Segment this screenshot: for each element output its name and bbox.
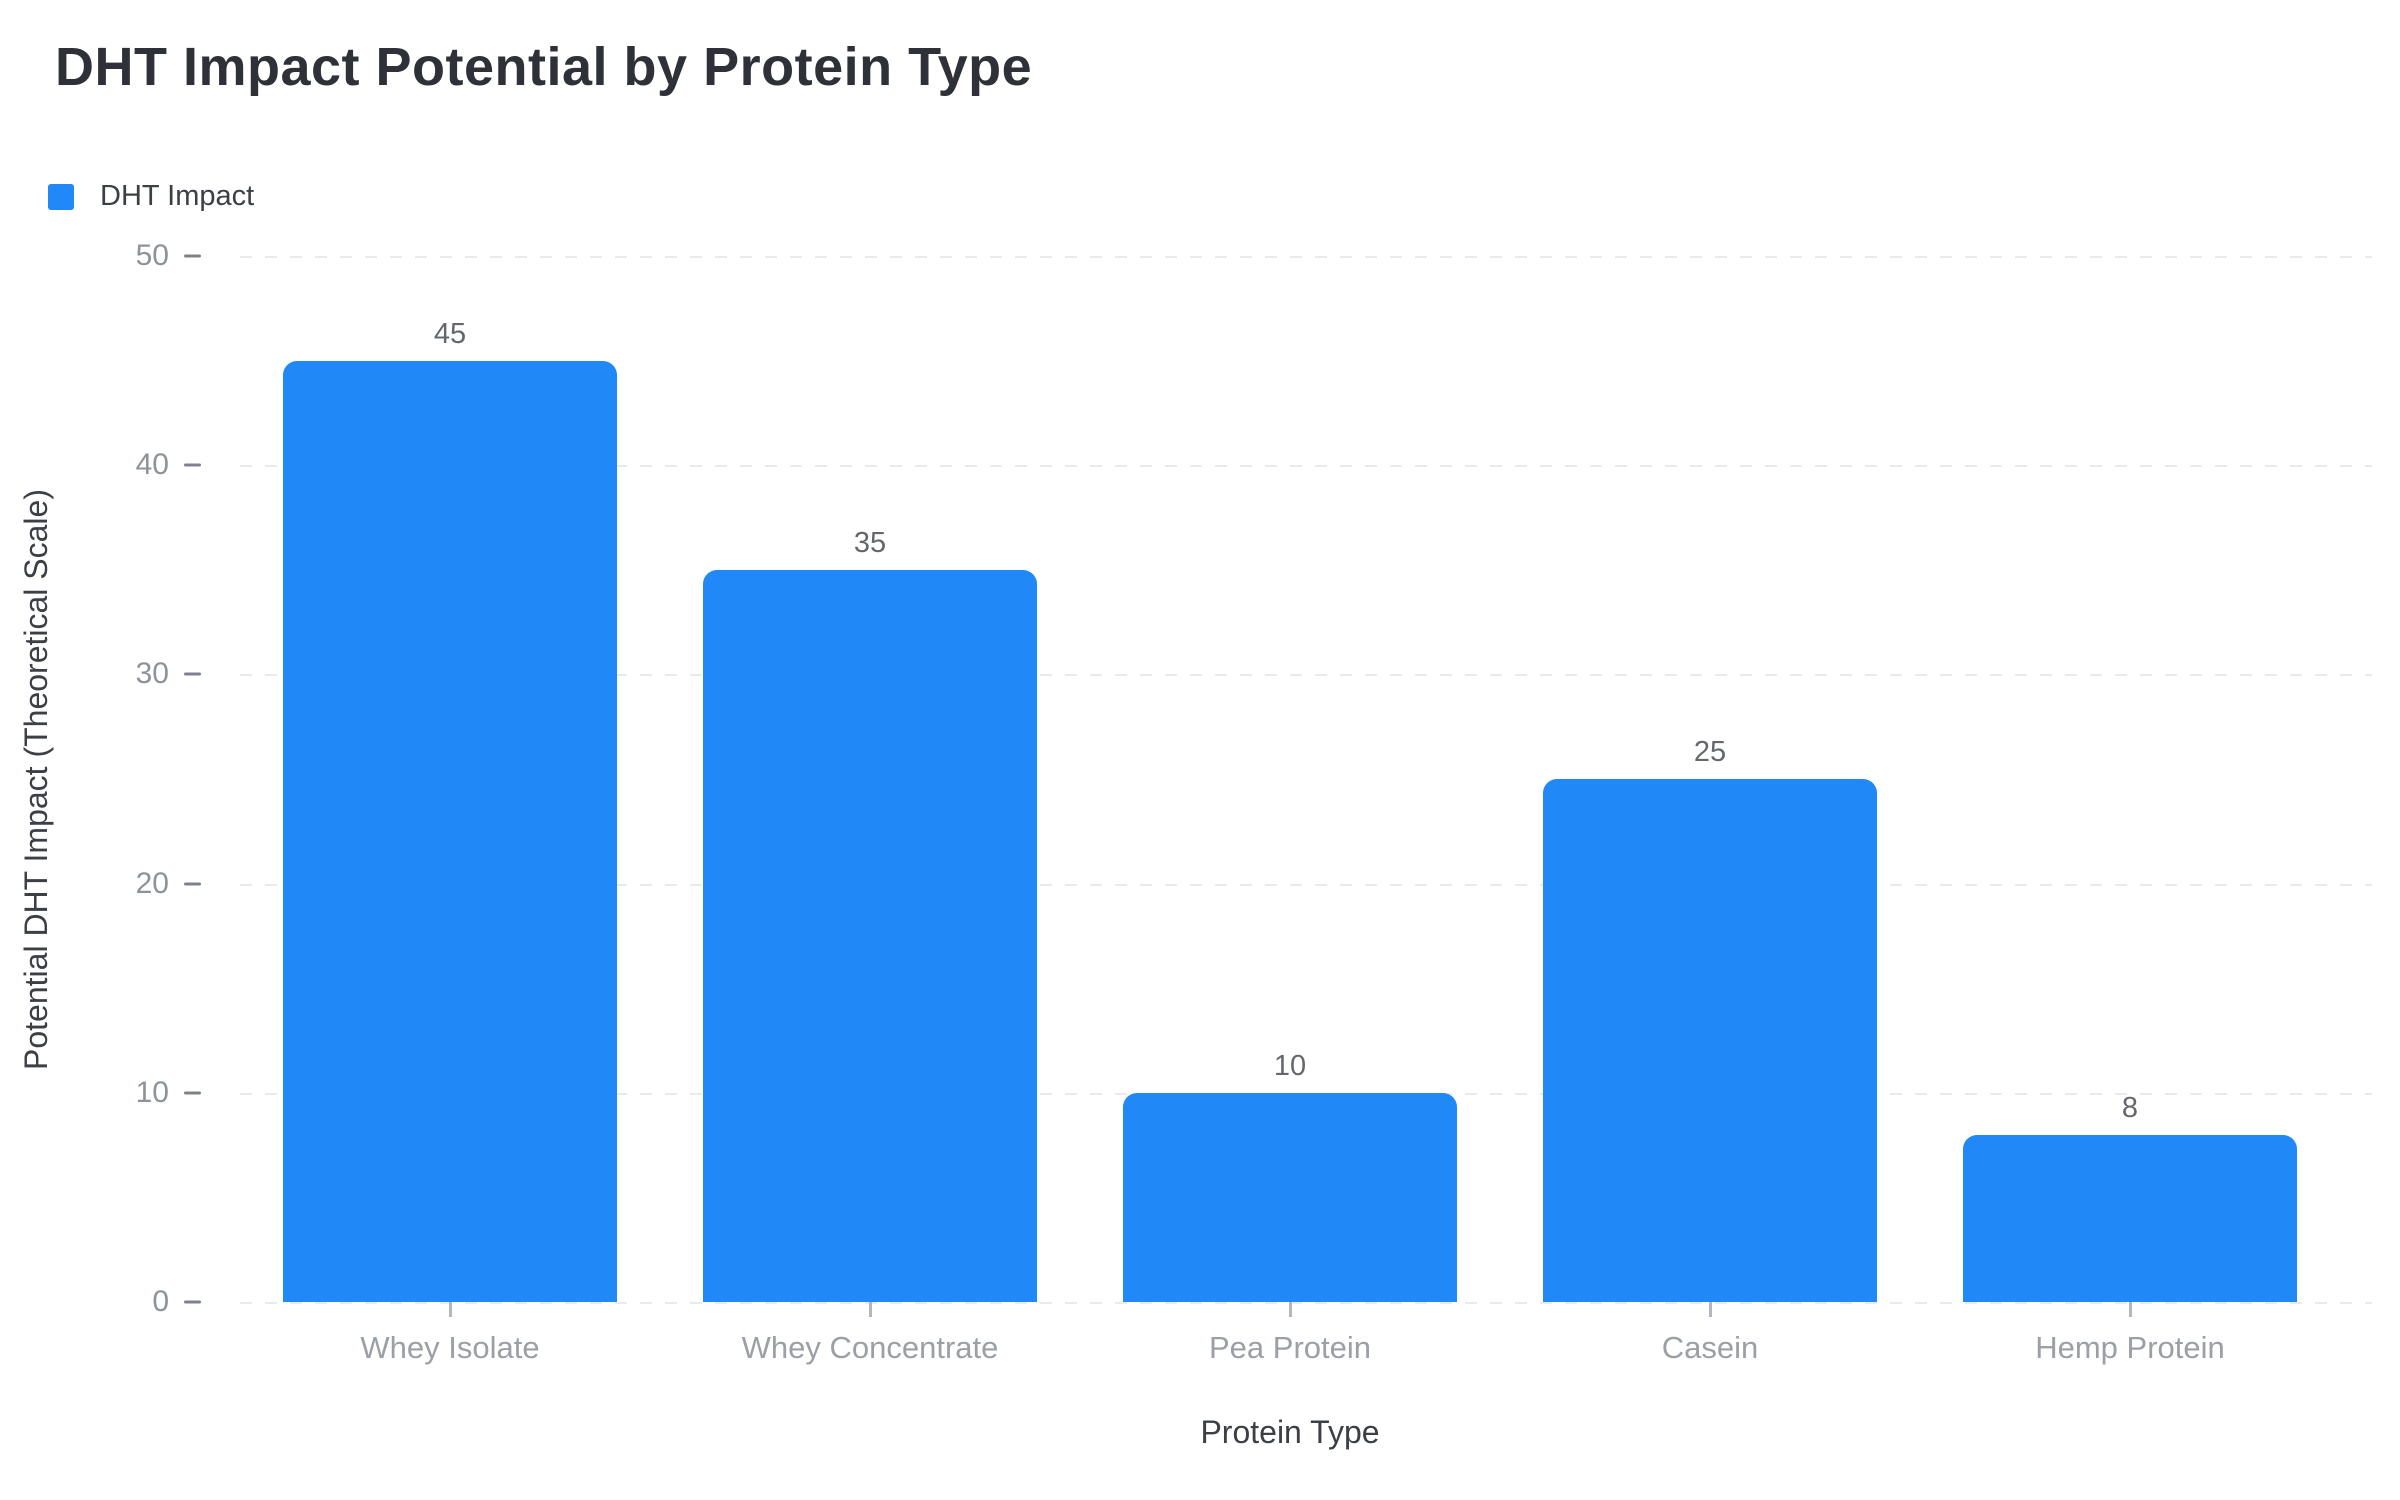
x-category-label-casein: Casein (1661, 1330, 1759, 1365)
bar-casein (1543, 779, 1877, 1302)
y-tick-label-0: 0 (152, 1285, 169, 1318)
x-tick-mark-whey-concentrate (868, 1302, 872, 1317)
x-tick-mark-whey-isolate (448, 1302, 452, 1317)
bar-pea-protein (1123, 1092, 1457, 1302)
y-tick-mark-10 (184, 1091, 201, 1095)
y-tick-mark-40 (184, 463, 201, 467)
y-tick-label-40: 40 (135, 448, 169, 482)
bar-value-label-whey-concentrate: 35 (853, 526, 887, 559)
bar-whey-concentrate (703, 569, 1037, 1302)
gridline-y-40 (240, 465, 2372, 468)
plot-area: Protein Type 0 10 20 30 40 50 45 Whey Isolate 35… (136, 239, 2372, 1450)
legend-item-dht-impact[interactable]: DHT Impact (48, 180, 254, 213)
gridline-y-20 (240, 883, 2372, 886)
y-tick-mark-50 (184, 254, 201, 258)
y-tick-label-30: 30 (135, 657, 169, 691)
bar-value-label-casein: 25 (1693, 736, 1727, 768)
x-axis-title: Protein Type (1200, 1414, 1380, 1450)
x-tick-mark-casein (1708, 1302, 1712, 1317)
gridline-y-30 (240, 674, 2372, 677)
bar-value-label-pea-protein: 10 (1273, 1049, 1307, 1082)
y-tick-label-50: 50 (135, 239, 169, 272)
y-tick-label-10: 10 (135, 1075, 169, 1109)
gridline-y-50 (240, 256, 2372, 258)
x-tick-mark-hemp-protein (2128, 1302, 2132, 1317)
y-axis-title-wrap: Potential DHT Impact (Theoretical Scale) (18, 256, 55, 1302)
legend-item-label: DHT Impact (100, 180, 255, 212)
x-category-label-whey-isolate: Whey Isolate (360, 1330, 540, 1365)
x-category-label-pea-protein: Pea Protein (1209, 1330, 1371, 1365)
gridline-y-0 (240, 1302, 2372, 1304)
y-axis-title: Potential DHT Impact (Theoretical Scale) (18, 488, 54, 1070)
bar-value-label-whey-isolate: 45 (433, 317, 467, 350)
y-tick-label-20: 20 (135, 866, 169, 900)
bar-whey-isolate (283, 360, 617, 1302)
y-tick-mark-20 (184, 882, 201, 886)
x-tick-mark-pea-protein (1288, 1302, 1292, 1317)
chart-title: DHT Impact Potential by Protein Type (55, 37, 1033, 97)
x-category-label-whey-concentrate: Whey Concentrate (741, 1330, 999, 1365)
y-tick-mark-30 (184, 672, 201, 676)
y-tick-mark-0 (184, 1300, 201, 1304)
bar-value-label-hemp-protein: 8 (2121, 1091, 2139, 1124)
legend: DHT Impact (48, 180, 254, 213)
x-category-label-hemp-protein: Hemp Protein (2035, 1330, 2225, 1365)
legend-color-swatch-icon (48, 183, 74, 210)
bar-hemp-protein (1963, 1134, 2297, 1302)
